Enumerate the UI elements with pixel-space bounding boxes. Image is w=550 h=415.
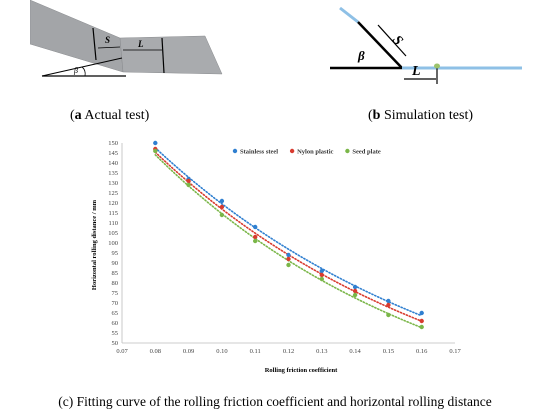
legend-marker-0 [232, 148, 238, 154]
x-tick-label: 0.08 [150, 348, 161, 355]
friction-distance-chart: 0.07 0.08 0.09 0.10 0.11 0.12 0.13 0.14 0.15 0.16… [91, 140, 461, 374]
simulation-test-figure: S β L [330, 6, 522, 84]
x-tick-label: 0.10 [216, 348, 227, 355]
data-point [419, 324, 424, 330]
x-tick-label: 0.17 [449, 348, 461, 355]
incline-black-line [357, 21, 403, 69]
data-point [419, 310, 424, 316]
rest-mark [161, 37, 165, 74]
y-tick-label: 125 [108, 190, 118, 197]
data-point [253, 238, 258, 244]
x-axis-label: Rolling friction coefficient [265, 367, 338, 374]
y-tick-label: 55 [112, 330, 119, 337]
data-point [352, 288, 358, 294]
legend-label-1: Nylon plastic [297, 149, 333, 156]
y-tick-label: 50 [112, 340, 119, 347]
y-tick-label: 110 [108, 220, 118, 227]
trendline-0 [154, 147, 423, 317]
x-tick-label: 0.14 [349, 348, 361, 355]
y-tick-label: 70 [112, 300, 119, 307]
y-tick-label: 100 [108, 240, 118, 247]
y-tick-label: 135 [108, 170, 118, 177]
data-point [253, 224, 258, 230]
l-label-a: L [137, 39, 144, 49]
y-tick-label: 130 [108, 180, 118, 187]
beta-label-a: β [73, 66, 78, 75]
y-tick-label: 90 [112, 260, 119, 267]
caption-a-letter: a [74, 108, 82, 123]
data-point [319, 268, 324, 274]
data-point [352, 284, 358, 290]
data-point [419, 318, 424, 324]
data-point [386, 298, 391, 304]
incline-blue-line [339, 6, 359, 24]
y-tick-label: 145 [108, 150, 118, 157]
y-tick-label: 65 [112, 310, 119, 317]
release-mark [92, 27, 97, 61]
data-point [286, 262, 291, 268]
s-dimension-b [377, 24, 407, 57]
data-point [286, 256, 291, 262]
caption-a-text: Actual test [81, 108, 145, 123]
legend-label-0: Stainless steel [240, 149, 278, 156]
beta-arc [81, 66, 86, 77]
y-tick-label: 60 [112, 320, 119, 327]
x-tick-label: 0.16 [416, 348, 428, 355]
y-tick-label: 140 [108, 160, 118, 167]
x-tick-label: 0.12 [283, 348, 294, 355]
l-label-b: L [411, 64, 421, 79]
data-point [386, 302, 391, 308]
y-tick-label: 150 [108, 140, 118, 147]
seed-particle [434, 63, 440, 69]
y-tick-label: 115 [108, 210, 118, 217]
trendline-2 [154, 154, 423, 329]
y-tick-label: 120 [108, 200, 118, 207]
y-tick-label: 85 [112, 270, 119, 277]
data-point [286, 252, 291, 258]
data-point [219, 204, 225, 210]
data-point [386, 312, 391, 318]
data-point [253, 234, 258, 240]
data-point [186, 182, 191, 188]
s-label-a: S [105, 35, 110, 45]
y-tick-label: 95 [112, 250, 119, 257]
actual-test-figure: β S L [30, 0, 223, 77]
data-point [219, 198, 225, 204]
x-tick-label: 0.15 [383, 348, 394, 355]
data-point [319, 272, 324, 278]
y-axis-label: Horizontal rolling distance / mm [91, 199, 98, 290]
caption-b: (b Simulation test) [368, 108, 474, 123]
x-tick-label: 0.07 [116, 348, 128, 355]
x-tick-label: 0.11 [250, 348, 261, 355]
trendline-1 [154, 151, 423, 322]
caption-b-text: Simulation test [380, 108, 469, 123]
legend-marker-2 [345, 148, 350, 154]
legend-label-2: Seed plate [352, 149, 380, 156]
beta-label-b: β [357, 48, 365, 63]
y-tick-label: 75 [112, 290, 119, 297]
y-tick-label: 80 [112, 280, 119, 287]
x-tick-label: 0.13 [316, 348, 327, 355]
legend-marker-1 [289, 148, 295, 154]
horizontal-plate [119, 35, 223, 75]
y-tick-label: 105 [108, 230, 118, 237]
data-point [352, 292, 358, 298]
caption-b-letter: b [372, 108, 381, 123]
data-point [153, 140, 158, 146]
data-point [186, 178, 191, 184]
x-tick-label: 0.09 [183, 348, 194, 355]
data-point [319, 276, 324, 282]
s-dimension [97, 46, 121, 49]
data-point [153, 148, 158, 154]
data-point [219, 212, 225, 218]
caption-a: (a Actual test) [70, 108, 150, 123]
caption-c: (c) Fitting curve of the rolling frictio… [58, 394, 492, 409]
